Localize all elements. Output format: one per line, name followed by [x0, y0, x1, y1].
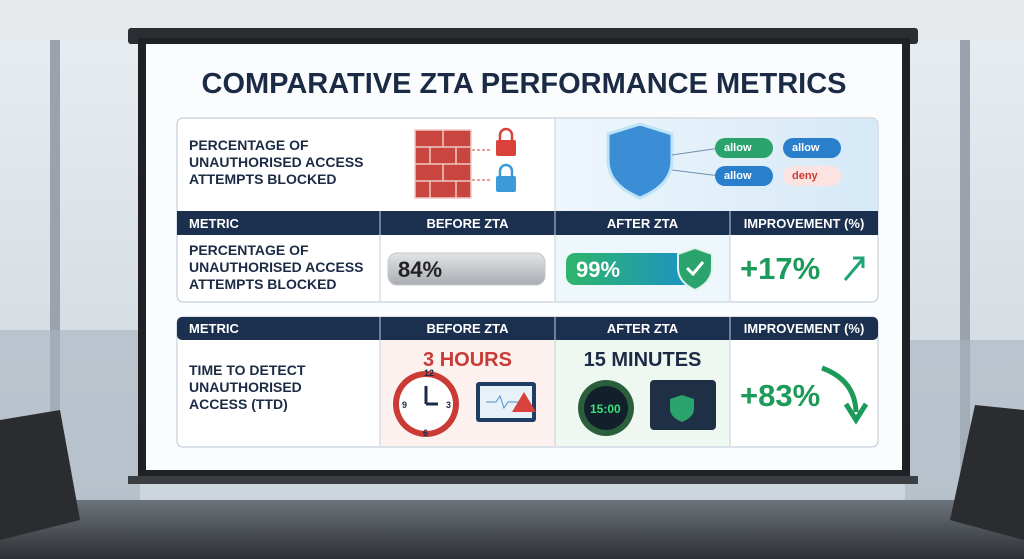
- metric-label: PERCENTAGE OF UNAUTHORISED ACCESS ATTEMP…: [189, 242, 364, 292]
- column-header: BEFORE ZTA: [426, 216, 509, 231]
- column-header: METRIC: [189, 216, 239, 231]
- timer-display: 15:00: [590, 402, 621, 416]
- improvement-value: +17%: [740, 251, 821, 286]
- column-header: IMPROVEMENT (%): [743, 321, 865, 336]
- metric-label: TIME TO DETECT UNAUTHORISED ACCESS (TTD): [189, 362, 306, 412]
- after-value: 99%: [576, 257, 621, 282]
- improvement-value: +83%: [740, 378, 821, 413]
- clock-number: 9: [402, 400, 408, 410]
- after-value: 15 MINUTES: [583, 349, 702, 371]
- column-header: AFTER ZTA: [606, 321, 679, 336]
- title: COMPARATIVE ZTA PERFORMANCE METRICS: [201, 68, 847, 100]
- column-header: BEFORE ZTA: [426, 321, 509, 336]
- clock-number: 6: [423, 428, 429, 438]
- deny-pill: deny: [783, 166, 841, 186]
- allow-pill: allow: [715, 138, 773, 158]
- before-value: 3 HOURS: [423, 349, 512, 371]
- allow-pill: allow: [715, 166, 773, 186]
- column-header: IMPROVEMENT (%): [743, 216, 865, 231]
- clock-number: 3: [446, 400, 452, 410]
- overview-label: Percentage of Unauthorised Access Attemp…: [189, 137, 364, 187]
- column-header: METRIC: [189, 321, 239, 336]
- allow-pill: allow: [783, 138, 841, 158]
- clock-number: 12: [424, 368, 435, 378]
- column-header: AFTER ZTA: [606, 216, 679, 231]
- before-value: 84%: [398, 257, 443, 282]
